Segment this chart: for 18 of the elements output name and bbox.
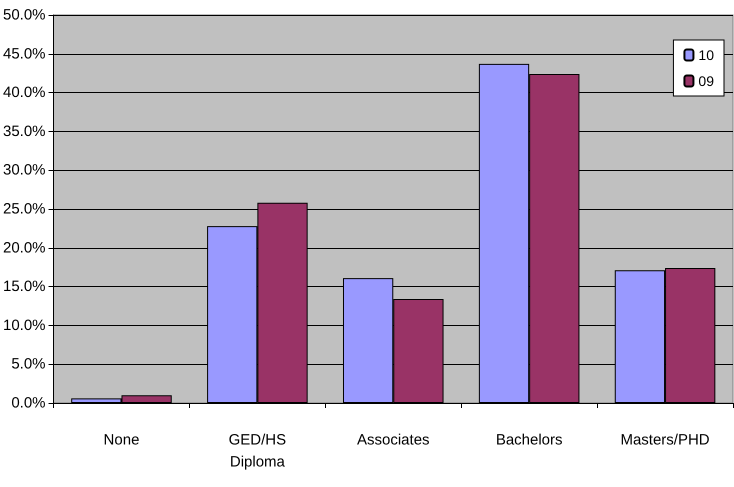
y-tick-label: 25.0% [2,200,46,218]
y-tick-label: 45.0% [2,45,46,62]
x-tick-label: GED/HS Diploma [228,432,286,470]
y-tick-label: 30.0% [2,162,46,179]
y-tick-label: 40.0% [2,84,46,102]
y-tick-label: 20.0% [2,239,46,256]
y-tick-label: 5.0% [11,356,46,373]
x-tick-label: None [104,432,140,448]
y-tick-label: 35.0% [2,122,46,140]
x-tick-label: Bachelors [496,432,563,448]
legend-label: 10 [698,47,714,63]
x-tick-label: Associates [356,432,430,448]
y-tick-label: 10.0% [2,316,46,334]
legend-label: 09 [698,73,714,89]
y-tick-label: 0.0% [11,394,46,412]
y-tick-label: 50.0% [2,6,46,24]
y-tick-label: 15.0% [2,278,46,296]
x-tick-label: Masters/PHD [620,432,710,448]
